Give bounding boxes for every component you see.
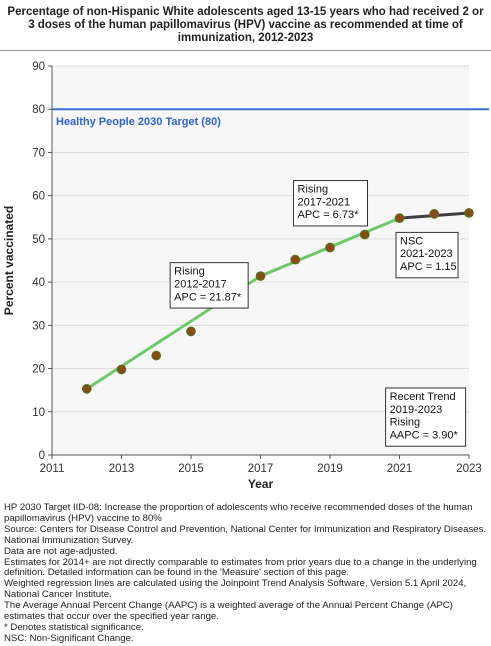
- annotation-text: AAPC = 3.90*: [390, 429, 459, 441]
- y-tick-label: 70: [32, 147, 45, 159]
- footnote-comparability: Estimates for 2014+ are not directly com…: [4, 556, 477, 579]
- footnote-source: Source: Centers for Disease Control and …: [4, 523, 487, 546]
- annotation-text: Rising: [298, 184, 329, 196]
- data-point: [81, 384, 92, 394]
- footnote-significance: * Denotes statistical significance.: [4, 621, 144, 633]
- footnote-aapc: The Average Annual Percent Change (AAPC)…: [4, 600, 453, 623]
- annotation-text: Recent Trend: [390, 391, 456, 403]
- y-axis-label: Percent vaccinated: [2, 206, 16, 315]
- target-label: Healthy People 2030 Target (80): [56, 116, 221, 128]
- annotation-text: Rising: [390, 417, 421, 429]
- annotation-text: 2012-2017: [174, 278, 227, 290]
- y-tick-label: 80: [32, 104, 45, 116]
- footnote-regression: Weighted regression lines are calculated…: [4, 578, 467, 601]
- annotation-text: APC = 1.15: [400, 261, 457, 273]
- data-point: [116, 364, 127, 375]
- footnotes: HP 2030 Target IID-08: Increase the prop…: [4, 502, 488, 645]
- data-point: [151, 350, 162, 361]
- annotation-box: [169, 262, 249, 309]
- data-point: [464, 208, 474, 218]
- x-tick-label: 2011: [40, 463, 65, 475]
- annotation-box: [293, 180, 369, 227]
- x-tick-label: 2017: [248, 463, 274, 475]
- x-tick-label: 2021: [387, 463, 413, 475]
- data-point: [394, 213, 405, 223]
- data-point: [359, 229, 370, 240]
- y-tick-label: 60: [32, 191, 45, 203]
- x-tick-label: 2023: [456, 463, 482, 475]
- y-tick-label: 20: [32, 364, 45, 376]
- annotation-text: 2019-2023: [390, 404, 443, 416]
- y-tick-label: 50: [32, 234, 45, 246]
- x-tick-label: 2019: [317, 463, 343, 475]
- y-tick-label: 90: [32, 61, 45, 73]
- annotation-box: [385, 387, 467, 447]
- annotation-box: [395, 231, 459, 279]
- x-tick-label: 2015: [178, 463, 204, 475]
- footnote-age-adjusted: Data are not age-adjusted.: [4, 545, 118, 557]
- annotation-text: 2021-2023: [400, 248, 453, 260]
- annotation-text: APC = 21.87*: [174, 291, 242, 303]
- x-tick-label: 2013: [109, 463, 135, 475]
- y-tick-label: 10: [32, 407, 45, 419]
- x-axis-label: Year: [248, 477, 274, 491]
- annotation-text: APC = 6.73*: [298, 209, 360, 221]
- data-point: [429, 208, 440, 219]
- annotation-text: NSC: [400, 235, 423, 247]
- annotation-text: 2017-2021: [298, 196, 351, 208]
- data-point: [290, 254, 301, 265]
- y-tick-label: 30: [32, 320, 45, 332]
- data-point: [186, 326, 196, 337]
- title-divider: [0, 50, 491, 51]
- data-point: [255, 271, 266, 281]
- data-point: [325, 242, 335, 253]
- y-tick-label: 40: [32, 277, 45, 289]
- trend-chart: 0 10 20 30 40 50 60 70 80 90 2011 2013 2015 2017 2019 2…: [2, 61, 489, 491]
- y-tick-label: 0: [39, 450, 45, 462]
- chart-title: Percentage of non-Hispanic White adolesc…: [7, 6, 484, 44]
- footnote-nsc: NSC: Non-Significant Change.: [4, 632, 134, 644]
- annotation-text: Rising: [174, 266, 205, 278]
- footnote-target: HP 2030 Target IID-08: Increase the prop…: [4, 502, 473, 524]
